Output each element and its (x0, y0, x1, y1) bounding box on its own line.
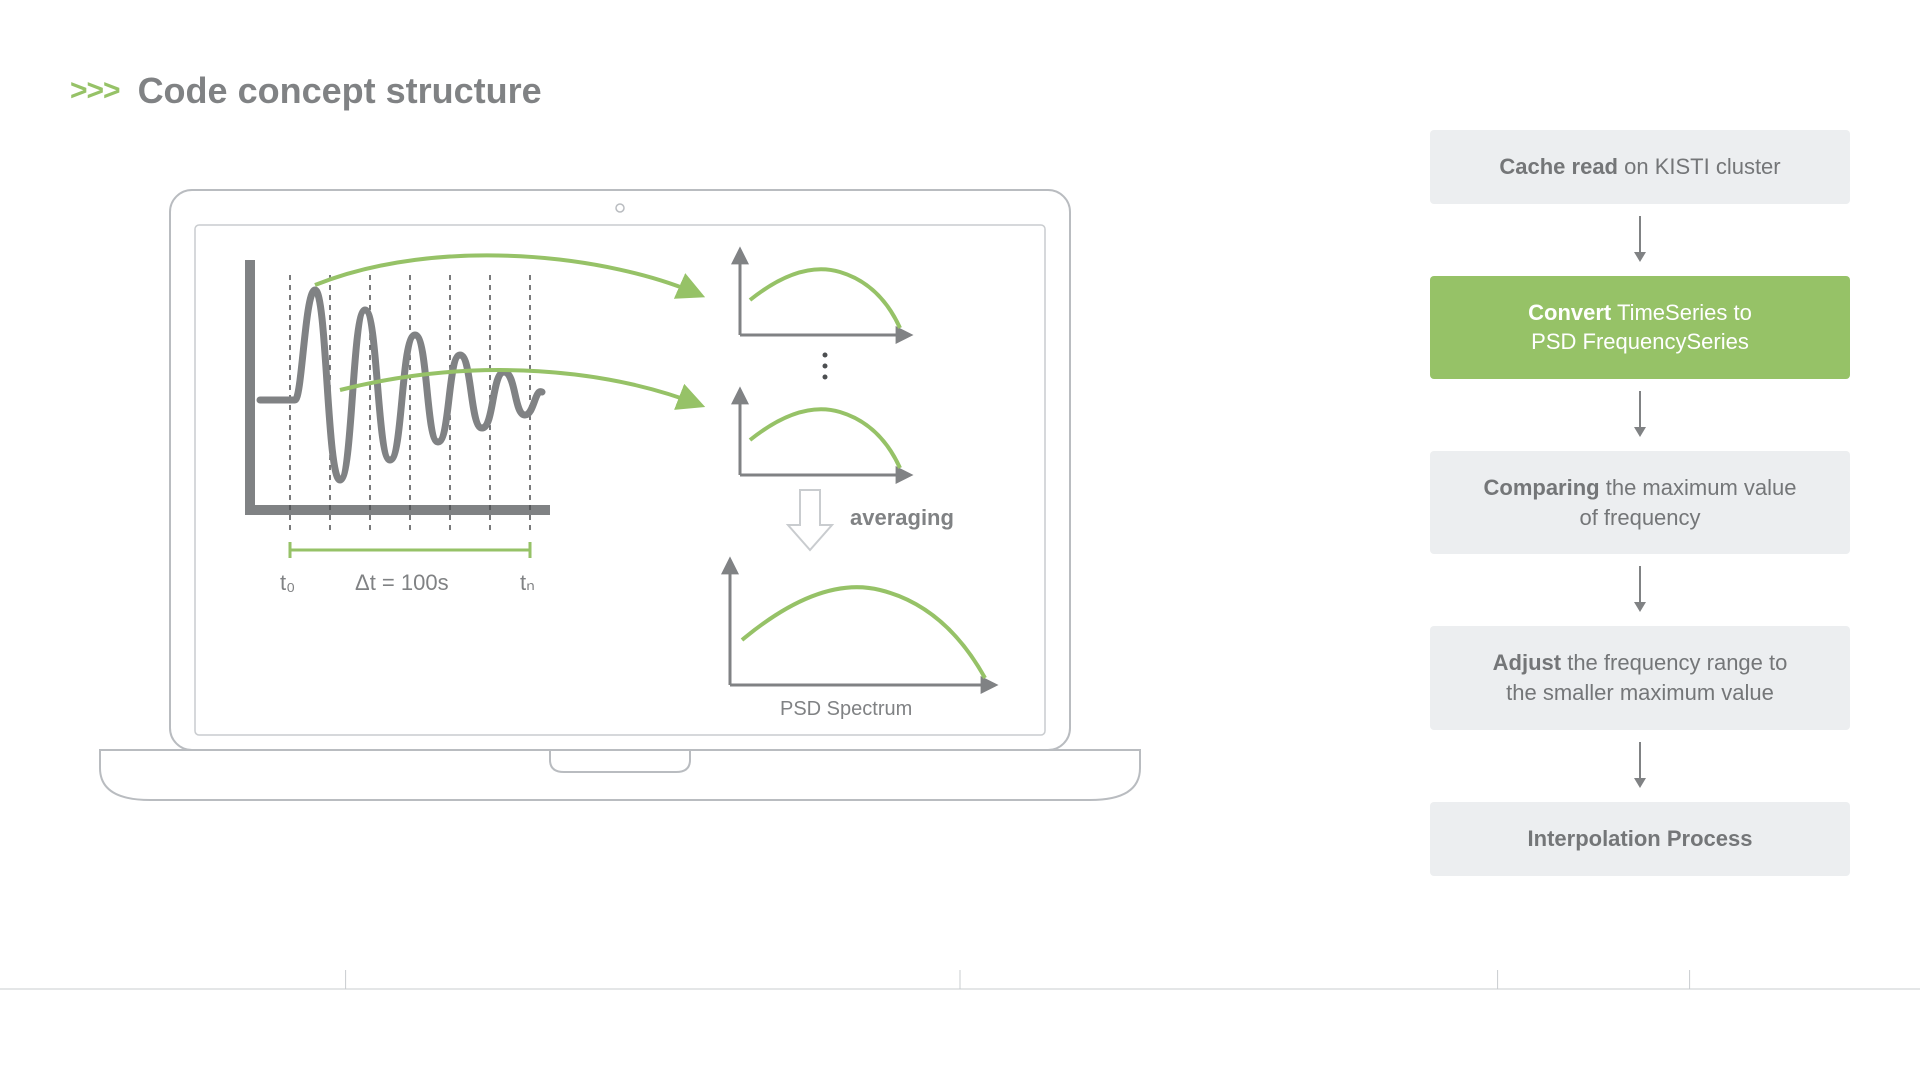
flow-arrow-icon (1630, 214, 1650, 266)
tn-label: tₙ (520, 570, 535, 595)
laptop-base (100, 750, 1140, 800)
flow-arrow-icon (1630, 740, 1650, 792)
bottom-timeline (0, 960, 1920, 990)
laptop-diagram: t₀ Δt = 100s tₙ (80, 180, 1160, 865)
chevron-marker: >>> (70, 74, 120, 108)
slide-title: Code concept structure (138, 70, 542, 112)
vdots-icon (823, 353, 828, 380)
flow-arrow-icon (1630, 564, 1650, 616)
slide-header: >>> Code concept structure (70, 70, 542, 112)
dt-label: Δt = 100s (355, 570, 449, 595)
flow-step-4: Interpolation Process (1430, 802, 1850, 876)
t0-label: t₀ (280, 570, 295, 595)
averaging-label: averaging (850, 505, 954, 530)
flow-arrow-icon (1630, 389, 1650, 441)
psd-label: PSD Spectrum (780, 698, 912, 720)
laptop-svg: t₀ Δt = 100s tₙ (80, 180, 1160, 860)
flow-step-3: Adjust the frequency range tothe smaller… (1430, 626, 1850, 729)
flow-step-0: Cache read on KISTI cluster (1430, 130, 1850, 204)
flow-step-2: Comparing the maximum valueof frequency (1430, 451, 1850, 554)
process-flow: Cache read on KISTI cluster Convert TimeS… (1430, 130, 1850, 876)
flow-step-1: Convert TimeSeries toPSD FrequencySeries (1430, 276, 1850, 379)
